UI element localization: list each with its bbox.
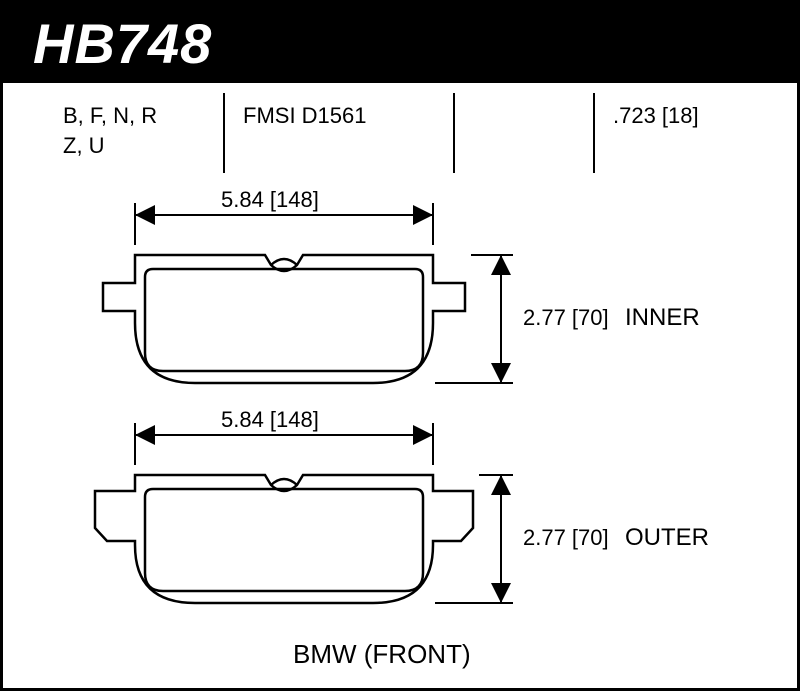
info-col-compounds: B, F, N, R Z, U — [63, 103, 157, 159]
upper-height-dim-text: 2.77 [70] — [523, 305, 609, 330]
lower-width-dim-text: 5.84 [148] — [221, 407, 319, 432]
page-container: HB748 B, F, N, R Z, U FMSI D1561 .723 [1… — [0, 0, 800, 691]
lower-side-label: OUTER — [625, 524, 709, 551]
footer-label: BMW (FRONT) — [293, 639, 471, 669]
lower-height-dim-text: 2.77 [70] — [523, 525, 609, 550]
lower-pad-outline — [95, 475, 473, 603]
fmsi-code: FMSI D1561 — [243, 103, 367, 129]
compounds-line1: B, F, N, R — [63, 103, 157, 129]
upper-width-dim-text: 5.84 [148] — [221, 187, 319, 212]
info-row: B, F, N, R Z, U FMSI D1561 .723 [18] — [53, 103, 753, 158]
divider-1 — [223, 93, 225, 173]
diagram-svg: 5.84 [148] 2.77 [70] INNER 5.84 [148] — [3, 173, 800, 693]
header-bar: HB748 — [3, 3, 797, 83]
diagram-area: 5.84 [148] 2.77 [70] INNER 5.84 [148] — [3, 173, 800, 693]
compounds-line2: Z, U — [63, 133, 157, 159]
upper-side-label: INNER — [625, 304, 700, 331]
info-col-thickness: .723 [18] — [613, 103, 699, 129]
part-number: HB748 — [33, 11, 212, 76]
thickness-value: .723 [18] — [613, 103, 699, 129]
divider-2 — [453, 93, 455, 173]
info-col-fmsi: FMSI D1561 — [243, 103, 367, 129]
divider-3 — [593, 93, 595, 173]
upper-pad-outline — [103, 255, 465, 383]
